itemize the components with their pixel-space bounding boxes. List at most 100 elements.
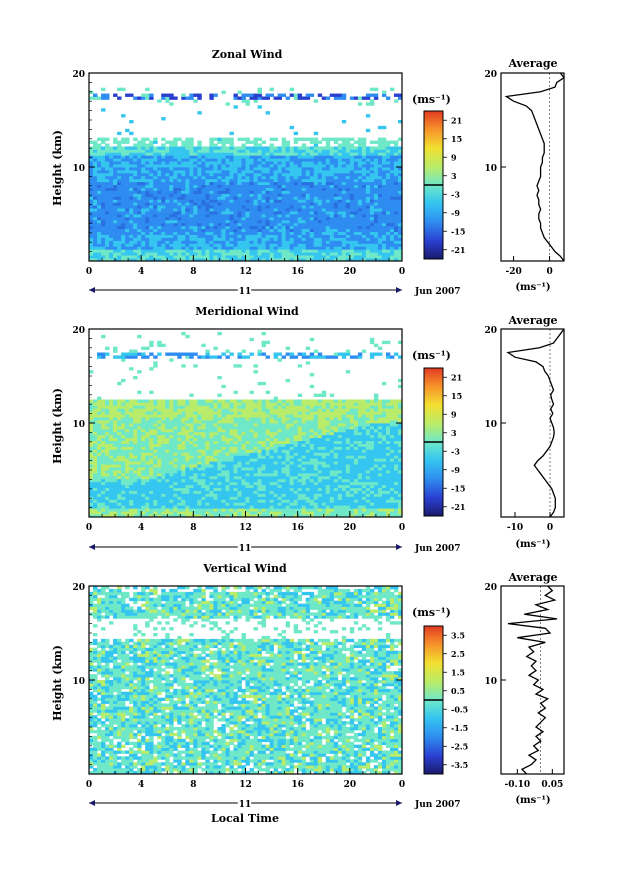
heatmap-cell — [261, 187, 266, 191]
heatmap-cell — [297, 502, 303, 506]
heatmap-cell — [97, 487, 102, 491]
heatmap-cell — [169, 458, 174, 462]
heatmap-cell — [157, 181, 162, 186]
heatmap-cell — [365, 155, 371, 159]
heatmap-cell — [233, 499, 238, 503]
heatmap-cell — [397, 120, 403, 124]
heatmap-cell — [113, 490, 118, 494]
heatmap-cell — [309, 216, 315, 221]
heatmap-cell — [397, 502, 403, 506]
heatmap-cell — [245, 202, 250, 206]
heatmap-cell — [337, 458, 343, 462]
heatmap-cell — [221, 178, 226, 183]
heatmap-cell — [397, 234, 403, 238]
heatmap-cell — [285, 208, 291, 212]
heatmap-cell — [273, 158, 278, 162]
heatmap-cell — [225, 467, 230, 471]
heatmap-cell — [285, 202, 291, 206]
heatmap-cell — [241, 196, 246, 200]
heatmap-cell — [261, 196, 266, 200]
heatmap-cell — [397, 190, 403, 194]
heatmap-cell — [385, 234, 391, 238]
heatmap-cell — [265, 481, 270, 486]
heatmap-cell — [109, 187, 114, 191]
heatmap-cell — [277, 152, 283, 156]
heatmap-cell — [245, 205, 250, 209]
heatmap-cell — [269, 172, 274, 177]
heatmap-cell — [105, 96, 110, 100]
heatmap-cell — [201, 472, 206, 477]
heatmap-cell — [121, 225, 126, 230]
heatmap-cell — [397, 490, 403, 494]
heatmap-cell — [117, 470, 122, 474]
heatmap-cell — [229, 175, 234, 180]
heatmap-cell — [181, 146, 186, 150]
heatmap-cell — [217, 149, 222, 153]
heatmap-cell — [265, 246, 270, 250]
heatmap-cell — [329, 184, 335, 188]
heatmap-cell — [165, 152, 170, 156]
heatmap-cell — [329, 155, 335, 159]
heatmap-cell — [157, 225, 162, 230]
heatmap-cell — [145, 243, 150, 247]
heatmap-cell — [269, 161, 274, 165]
heatmap-cell — [185, 493, 190, 497]
heatmap-cell — [241, 143, 246, 147]
heatmap-cell — [121, 164, 126, 168]
heatmap-cell — [145, 152, 150, 156]
heatmap-cell — [141, 169, 146, 174]
heatmap-cell — [197, 484, 202, 489]
heatmap-cell — [261, 505, 266, 509]
heatmap-cell — [269, 490, 274, 494]
heatmap-cell — [277, 219, 283, 224]
heatmap-cell — [273, 152, 278, 156]
heatmap-cell — [109, 184, 114, 188]
heatmap-cell — [313, 481, 319, 486]
heatmap-cell — [213, 161, 218, 165]
heatmap-cell — [217, 255, 222, 259]
heatmap-cell — [245, 196, 250, 200]
heatmap-cell — [349, 508, 355, 512]
heatmap-cell — [109, 478, 114, 483]
heatmap-cell — [201, 481, 206, 486]
heatmap-cell — [293, 484, 299, 489]
heatmap-cell — [301, 152, 307, 156]
heatmap-cell — [289, 240, 295, 244]
heatmap-cell — [345, 502, 351, 506]
heatmap-cell — [273, 252, 278, 256]
heatmap-cell — [113, 137, 118, 141]
heatmap-cell — [241, 214, 246, 218]
heatmap-cell — [305, 181, 311, 186]
heatmap-cell — [145, 249, 150, 253]
heatmap-cell — [265, 96, 270, 100]
heatmap-cell — [97, 258, 102, 262]
heatmap-cell — [113, 502, 118, 506]
heatmap-cell — [229, 481, 234, 486]
heatmap-cell — [377, 216, 383, 221]
heatmap-cell — [361, 184, 367, 188]
heatmap-cell — [157, 461, 162, 465]
heatmap-cell — [125, 258, 130, 262]
heatmap-cell — [281, 222, 287, 227]
heatmap-cell — [181, 511, 186, 515]
heatmap-cell — [217, 467, 222, 471]
heatmap-cell — [125, 155, 130, 159]
heatmap-cell — [321, 152, 327, 156]
heatmap-cell — [133, 481, 138, 486]
heatmap-cell — [357, 493, 363, 497]
heatmap-cell — [185, 246, 190, 250]
heatmap-cell — [277, 190, 283, 194]
heatmap-cell — [125, 231, 130, 235]
heatmap-cell — [337, 467, 343, 471]
heatmap-cell — [129, 475, 134, 480]
heatmap-cell — [105, 214, 110, 218]
heatmap-cell — [117, 246, 122, 250]
heatmap-cell — [93, 216, 98, 221]
heatmap-cell — [157, 514, 162, 518]
heatmap-cell — [237, 502, 242, 506]
heatmap-cell — [389, 146, 395, 150]
profile-y-tick-label: 10 — [484, 164, 497, 174]
heatmap-cell — [309, 167, 315, 171]
heatmap-cell — [309, 184, 315, 188]
heatmap-cell — [121, 240, 126, 244]
